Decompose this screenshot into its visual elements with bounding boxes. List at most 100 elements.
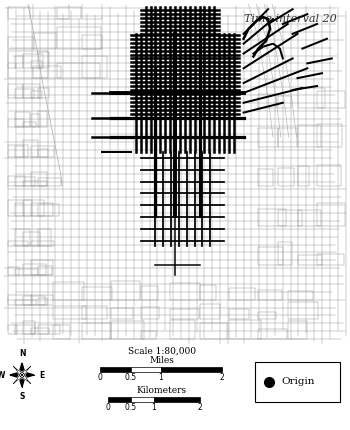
Bar [38,298,47,304]
Bar [15,229,30,246]
Bar [199,323,227,339]
Text: Scale 1:80,000: Scale 1:80,000 [128,347,196,356]
Bar [298,255,322,265]
Bar [131,366,161,372]
Bar [8,51,48,78]
Bar [8,295,32,304]
Text: 1: 1 [152,403,156,412]
Bar [8,119,24,127]
Text: Origin: Origin [281,378,315,387]
Bar [278,96,290,108]
Bar [82,35,102,49]
Bar [229,288,256,300]
Bar [317,91,344,108]
Bar [8,175,25,187]
Bar [15,89,34,98]
Polygon shape [22,372,34,378]
Bar [15,112,30,127]
Bar [229,309,248,319]
Bar [108,396,131,402]
Bar [317,255,344,265]
Bar [31,203,52,216]
Bar [288,291,313,300]
Bar [31,241,55,246]
Bar [258,129,278,147]
Bar [38,88,49,98]
Bar [38,204,60,216]
Bar [38,52,49,68]
Bar [317,124,342,147]
Bar [154,396,200,402]
Bar [15,300,36,304]
Text: S: S [19,392,25,401]
Text: 0: 0 [106,403,111,412]
Bar [8,145,28,157]
Text: Time interval 20: Time interval 20 [244,14,337,24]
Polygon shape [10,372,22,378]
Bar [38,149,48,157]
Bar [170,320,195,339]
Polygon shape [19,375,26,387]
Bar [8,267,19,275]
Bar [23,123,36,127]
Polygon shape [16,373,24,381]
Bar [199,285,216,300]
Bar [100,366,131,372]
Bar [31,260,52,275]
Text: Kilometers: Kilometers [137,386,187,395]
Bar [8,63,16,68]
Bar [111,321,144,339]
Bar [298,210,321,226]
Text: 0.5: 0.5 [125,403,137,412]
Bar [258,311,276,319]
Text: N: N [19,349,25,358]
Bar [33,33,56,49]
Bar [229,320,261,339]
Bar [23,53,43,68]
Bar [258,290,282,300]
Bar [15,146,24,157]
Bar [52,282,84,300]
Bar [298,88,325,108]
Bar [82,56,107,78]
Bar [8,7,30,19]
Bar [258,94,276,108]
Bar [31,295,52,304]
Bar [255,362,340,402]
Bar [15,56,23,68]
Bar [57,63,99,78]
Bar [82,0,103,19]
Bar [38,178,61,187]
Bar [8,37,34,49]
Bar [38,266,51,275]
Text: 2: 2 [220,374,224,383]
Bar [278,210,302,226]
Bar [141,307,159,319]
Bar [31,172,47,187]
Text: Miles: Miles [149,356,174,365]
Bar [131,396,154,402]
Bar [57,27,100,49]
Text: 1: 1 [159,374,163,383]
Bar [23,321,35,334]
Bar [258,209,286,226]
Bar [288,302,318,319]
Bar [288,321,307,339]
Bar [8,84,23,98]
Bar [38,229,50,246]
Text: 0: 0 [98,374,103,383]
Bar [199,304,220,319]
Bar [23,200,44,216]
Bar [298,166,309,187]
Polygon shape [19,363,26,375]
Bar [23,84,40,98]
Bar [57,7,81,19]
Bar [278,168,294,187]
Bar [23,264,46,275]
Text: W: W [0,371,5,380]
Bar [52,306,86,319]
Bar [298,126,321,147]
Bar [8,200,32,216]
Polygon shape [20,369,28,377]
Bar [23,140,38,157]
